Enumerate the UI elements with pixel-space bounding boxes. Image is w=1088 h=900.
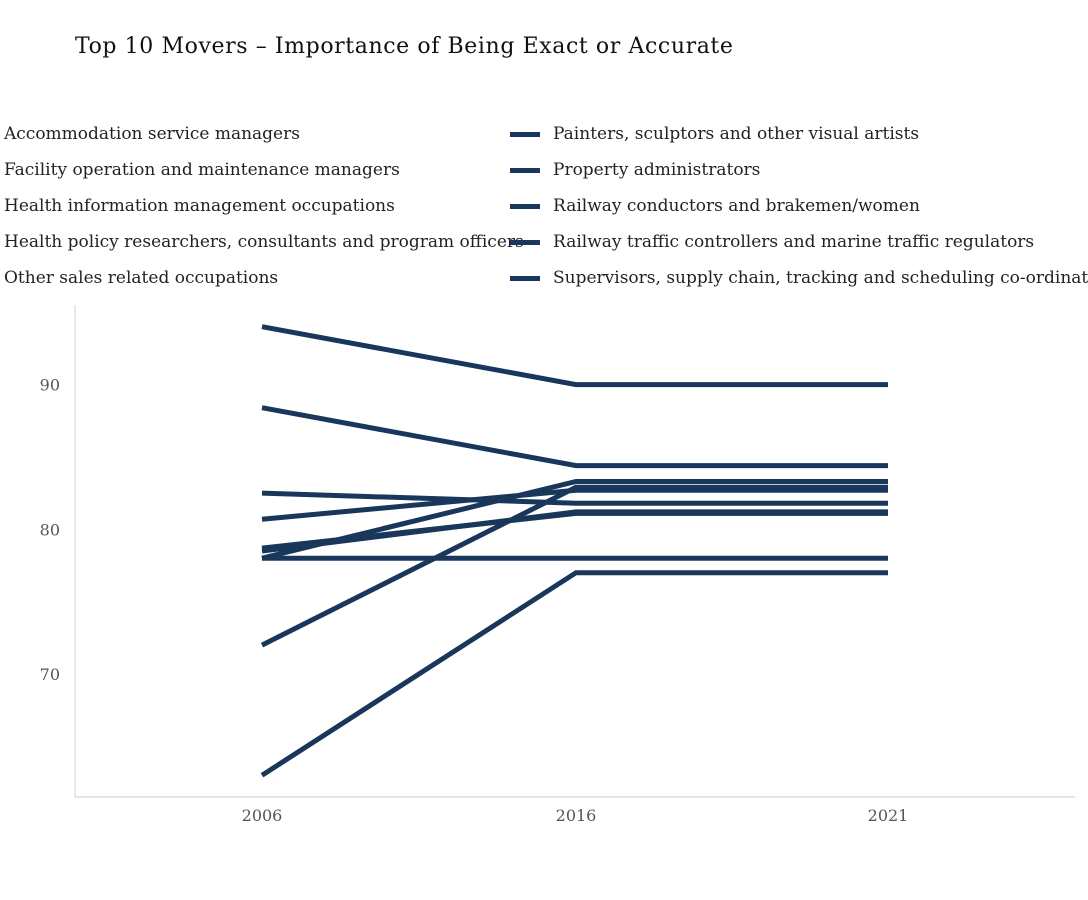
legend-item: Other sales related occupations: [4, 264, 278, 292]
series-line: [261, 479, 888, 561]
chart-axes: [74, 305, 1075, 798]
legend-item: Railway conductors and brakemen/women: [510, 192, 920, 220]
series-line: [261, 509, 888, 554]
legend-swatch: [510, 131, 540, 137]
legend-item: Health policy researchers, consultants a…: [4, 228, 524, 256]
x-axis-ticks: 2006 2016 2021: [242, 806, 909, 825]
x-tick-label: 2016: [556, 806, 597, 825]
legend-item: Supervisors, supply chain, tracking and …: [510, 264, 1088, 292]
series-line: [261, 487, 888, 522]
legend-label: Railway traffic controllers and marine t…: [553, 232, 1035, 252]
series-line: [261, 324, 888, 388]
series-line: [261, 510, 888, 551]
y-tick-label: 80: [40, 520, 60, 539]
legend-item: Painters, sculptors and other visual art…: [510, 120, 919, 148]
series-lines: [260, 324, 888, 778]
legend-label: Accommodation service managers: [4, 124, 300, 144]
legend-swatch: [510, 167, 540, 173]
legend-swatch: [510, 203, 540, 209]
legend-label: Other sales related occupations: [4, 268, 279, 288]
series-line: [260, 484, 888, 648]
legend-label: Facility operation and maintenance manag…: [4, 160, 400, 180]
legend-label: Health policy researchers, consultants a…: [4, 232, 524, 252]
legend-label: Supervisors, supply chain, tracking and …: [553, 268, 1088, 288]
y-tick-label: 90: [40, 376, 60, 395]
legend-item: Health information management occupation…: [4, 192, 395, 220]
legend-label: Property administrators: [553, 160, 761, 180]
series-line: [260, 570, 888, 778]
series-line: [261, 405, 888, 469]
legend-label: Painters, sculptors and other visual art…: [553, 124, 920, 144]
chart-legend: Accommodation service managers Facility o…: [0, 120, 1088, 300]
x-tick-label: 2021: [868, 806, 909, 825]
legend-item: Railway traffic controllers and marine t…: [510, 228, 1034, 256]
legend-swatch: [510, 239, 540, 245]
x-tick-label: 2006: [242, 806, 283, 825]
legend-item: Accommodation service managers: [4, 120, 300, 148]
legend-label: Health information management occupation…: [4, 196, 395, 216]
y-axis-ticks: 70 80 90: [40, 376, 60, 684]
legend-label: Railway conductors and brakemen/women: [553, 196, 920, 216]
legend-swatch: [510, 275, 540, 281]
y-tick-label: 70: [40, 665, 60, 684]
series-line: [261, 490, 888, 506]
legend-item: Property administrators: [510, 156, 760, 184]
legend-item: Facility operation and maintenance manag…: [4, 156, 400, 184]
chart-title: Top 10 Movers – Importance of Being Exac…: [75, 34, 734, 59]
